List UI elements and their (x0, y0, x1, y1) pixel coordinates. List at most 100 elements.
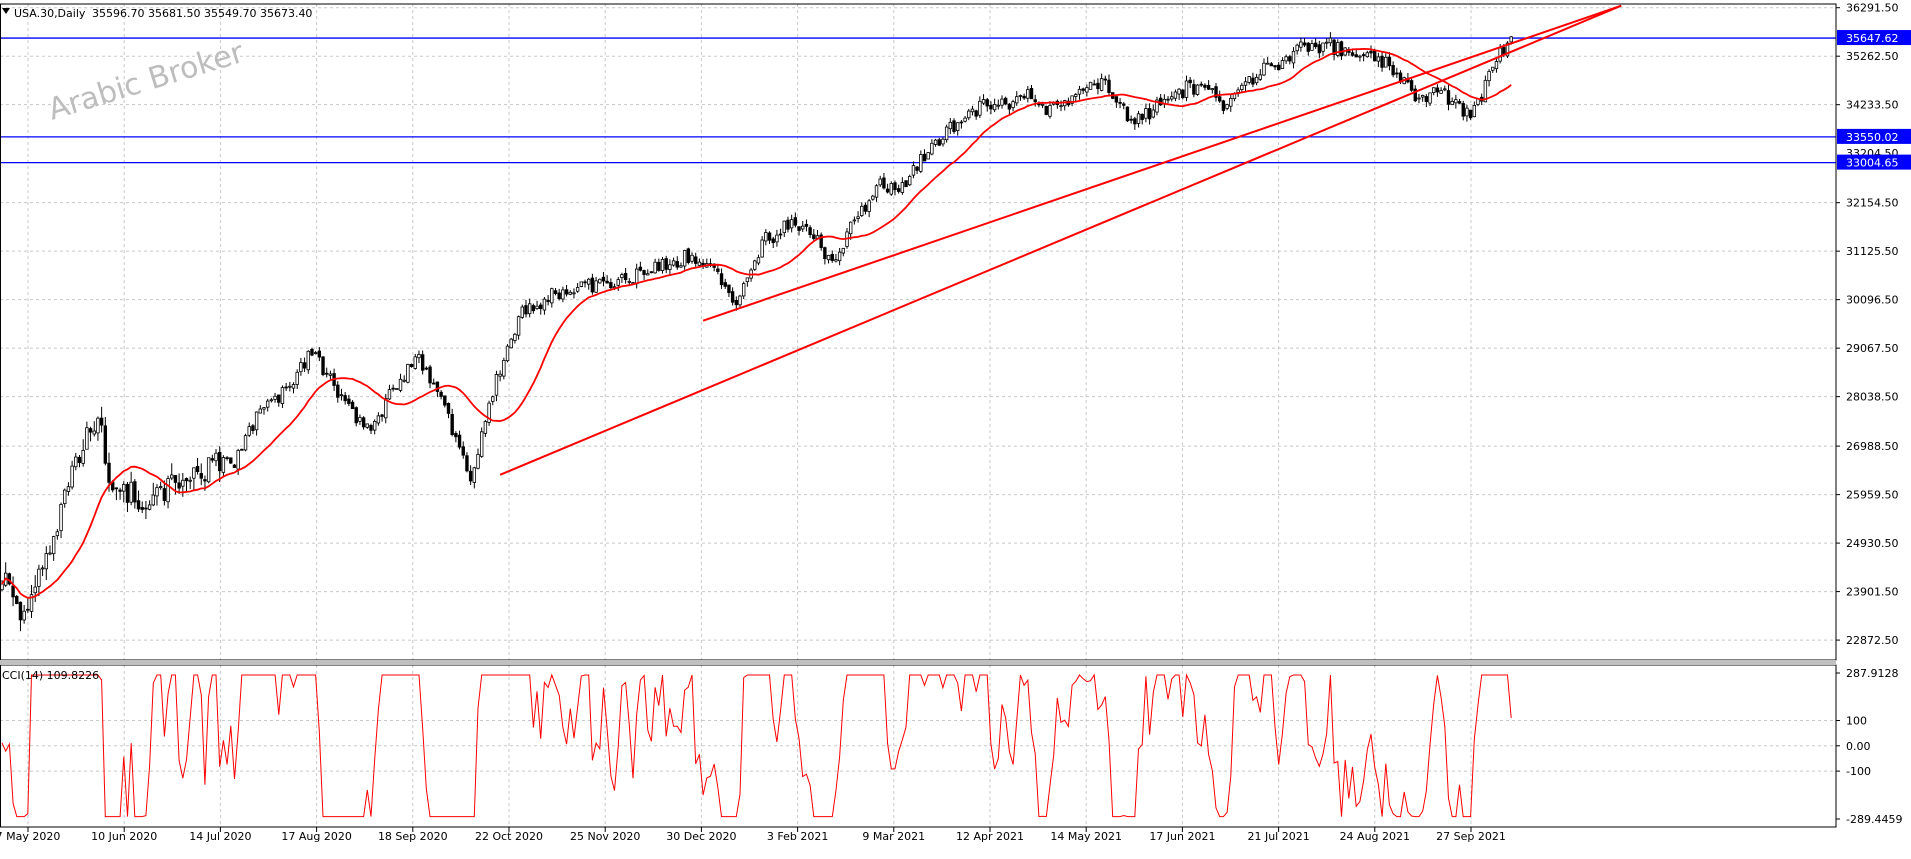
candle (974, 109, 978, 120)
candle-body (1443, 88, 1447, 91)
trendlines[interactable] (499, 4, 1622, 476)
candle-body (310, 348, 314, 356)
candle (1269, 61, 1274, 67)
candle (638, 261, 643, 272)
candle-body (734, 300, 739, 306)
candle (952, 118, 956, 134)
candle (1151, 104, 1155, 119)
candle (468, 465, 473, 486)
candle (1428, 92, 1432, 106)
candle (782, 220, 786, 238)
candle (273, 392, 277, 403)
candle-body (1413, 88, 1417, 102)
candle (1129, 115, 1133, 124)
candle (465, 452, 469, 473)
candle (1491, 66, 1495, 73)
candles (0, 32, 1513, 632)
candle-body (1022, 95, 1026, 99)
price-tick-label: 24930.50 (1846, 537, 1899, 550)
candle (1048, 101, 1052, 119)
candle (874, 184, 879, 202)
candle (594, 276, 598, 294)
candle (834, 253, 838, 263)
panel-separator (0, 660, 1836, 665)
candle-body (1302, 42, 1307, 46)
candle-body (1313, 42, 1318, 48)
candle-body (1317, 44, 1322, 54)
trendline-1[interactable] (499, 4, 1622, 476)
triangle-down-icon[interactable] (2, 8, 10, 14)
candle (756, 254, 761, 266)
candle (963, 115, 967, 123)
candle (789, 214, 794, 233)
candle (1184, 75, 1189, 102)
candle-body (11, 585, 15, 598)
candle-body (166, 478, 170, 503)
candle-body (1328, 37, 1333, 44)
candle-body (1247, 76, 1251, 83)
candle-body (627, 280, 631, 283)
candle-body (350, 401, 355, 410)
candle-body (26, 608, 30, 611)
candle (882, 172, 886, 190)
candle-body (229, 457, 233, 464)
candle (1446, 84, 1451, 111)
menu-icon[interactable] (2, 8, 10, 14)
candle-body (203, 479, 207, 482)
trendline-2[interactable] (702, 4, 1622, 322)
candle-body (432, 382, 436, 385)
candle-body (339, 394, 344, 397)
candle-body (690, 254, 694, 262)
candle-body (1483, 79, 1488, 103)
candle-body (251, 425, 255, 431)
candle (1144, 103, 1148, 123)
candle-body (243, 435, 248, 451)
candle (572, 288, 576, 299)
candle (675, 256, 679, 270)
candle-body (1147, 108, 1152, 120)
candle-body (277, 394, 281, 403)
candle-body (158, 486, 163, 488)
candle-body (1229, 97, 1233, 107)
candle (461, 441, 465, 459)
candle-body (1003, 97, 1008, 105)
candle-body (764, 232, 768, 242)
candle-body (786, 219, 790, 230)
candle-body (952, 120, 956, 132)
candle (192, 467, 196, 490)
candle (291, 382, 296, 394)
date-tick-label: 3 Feb 2021 (767, 830, 828, 843)
date-tick-label: 10 Jun 2020 (91, 830, 157, 843)
candle (1077, 85, 1082, 100)
candle (959, 120, 964, 129)
candle-body (258, 408, 262, 414)
candle (1391, 61, 1395, 78)
candle-body (553, 290, 558, 294)
candle (1177, 88, 1181, 100)
candle-body (1505, 42, 1510, 57)
candle (601, 272, 606, 287)
price-tick-label: 35262.50 (1846, 50, 1899, 63)
candle-body (904, 180, 908, 188)
candle-body (1092, 83, 1096, 86)
candle (439, 390, 443, 400)
candle (948, 117, 953, 135)
candle (1457, 98, 1462, 104)
candle (664, 255, 668, 274)
candle (1291, 47, 1296, 69)
candle-body (103, 425, 108, 464)
candle (398, 373, 403, 393)
candle (339, 388, 344, 401)
candle-body (1144, 108, 1148, 119)
candle-body (697, 261, 702, 266)
candle-body (1026, 89, 1030, 99)
candle (11, 576, 15, 607)
candle (1354, 49, 1358, 58)
candle (395, 387, 399, 390)
candle (1461, 100, 1465, 121)
candle (1140, 113, 1144, 125)
candle (1214, 83, 1218, 102)
candle (347, 394, 351, 407)
